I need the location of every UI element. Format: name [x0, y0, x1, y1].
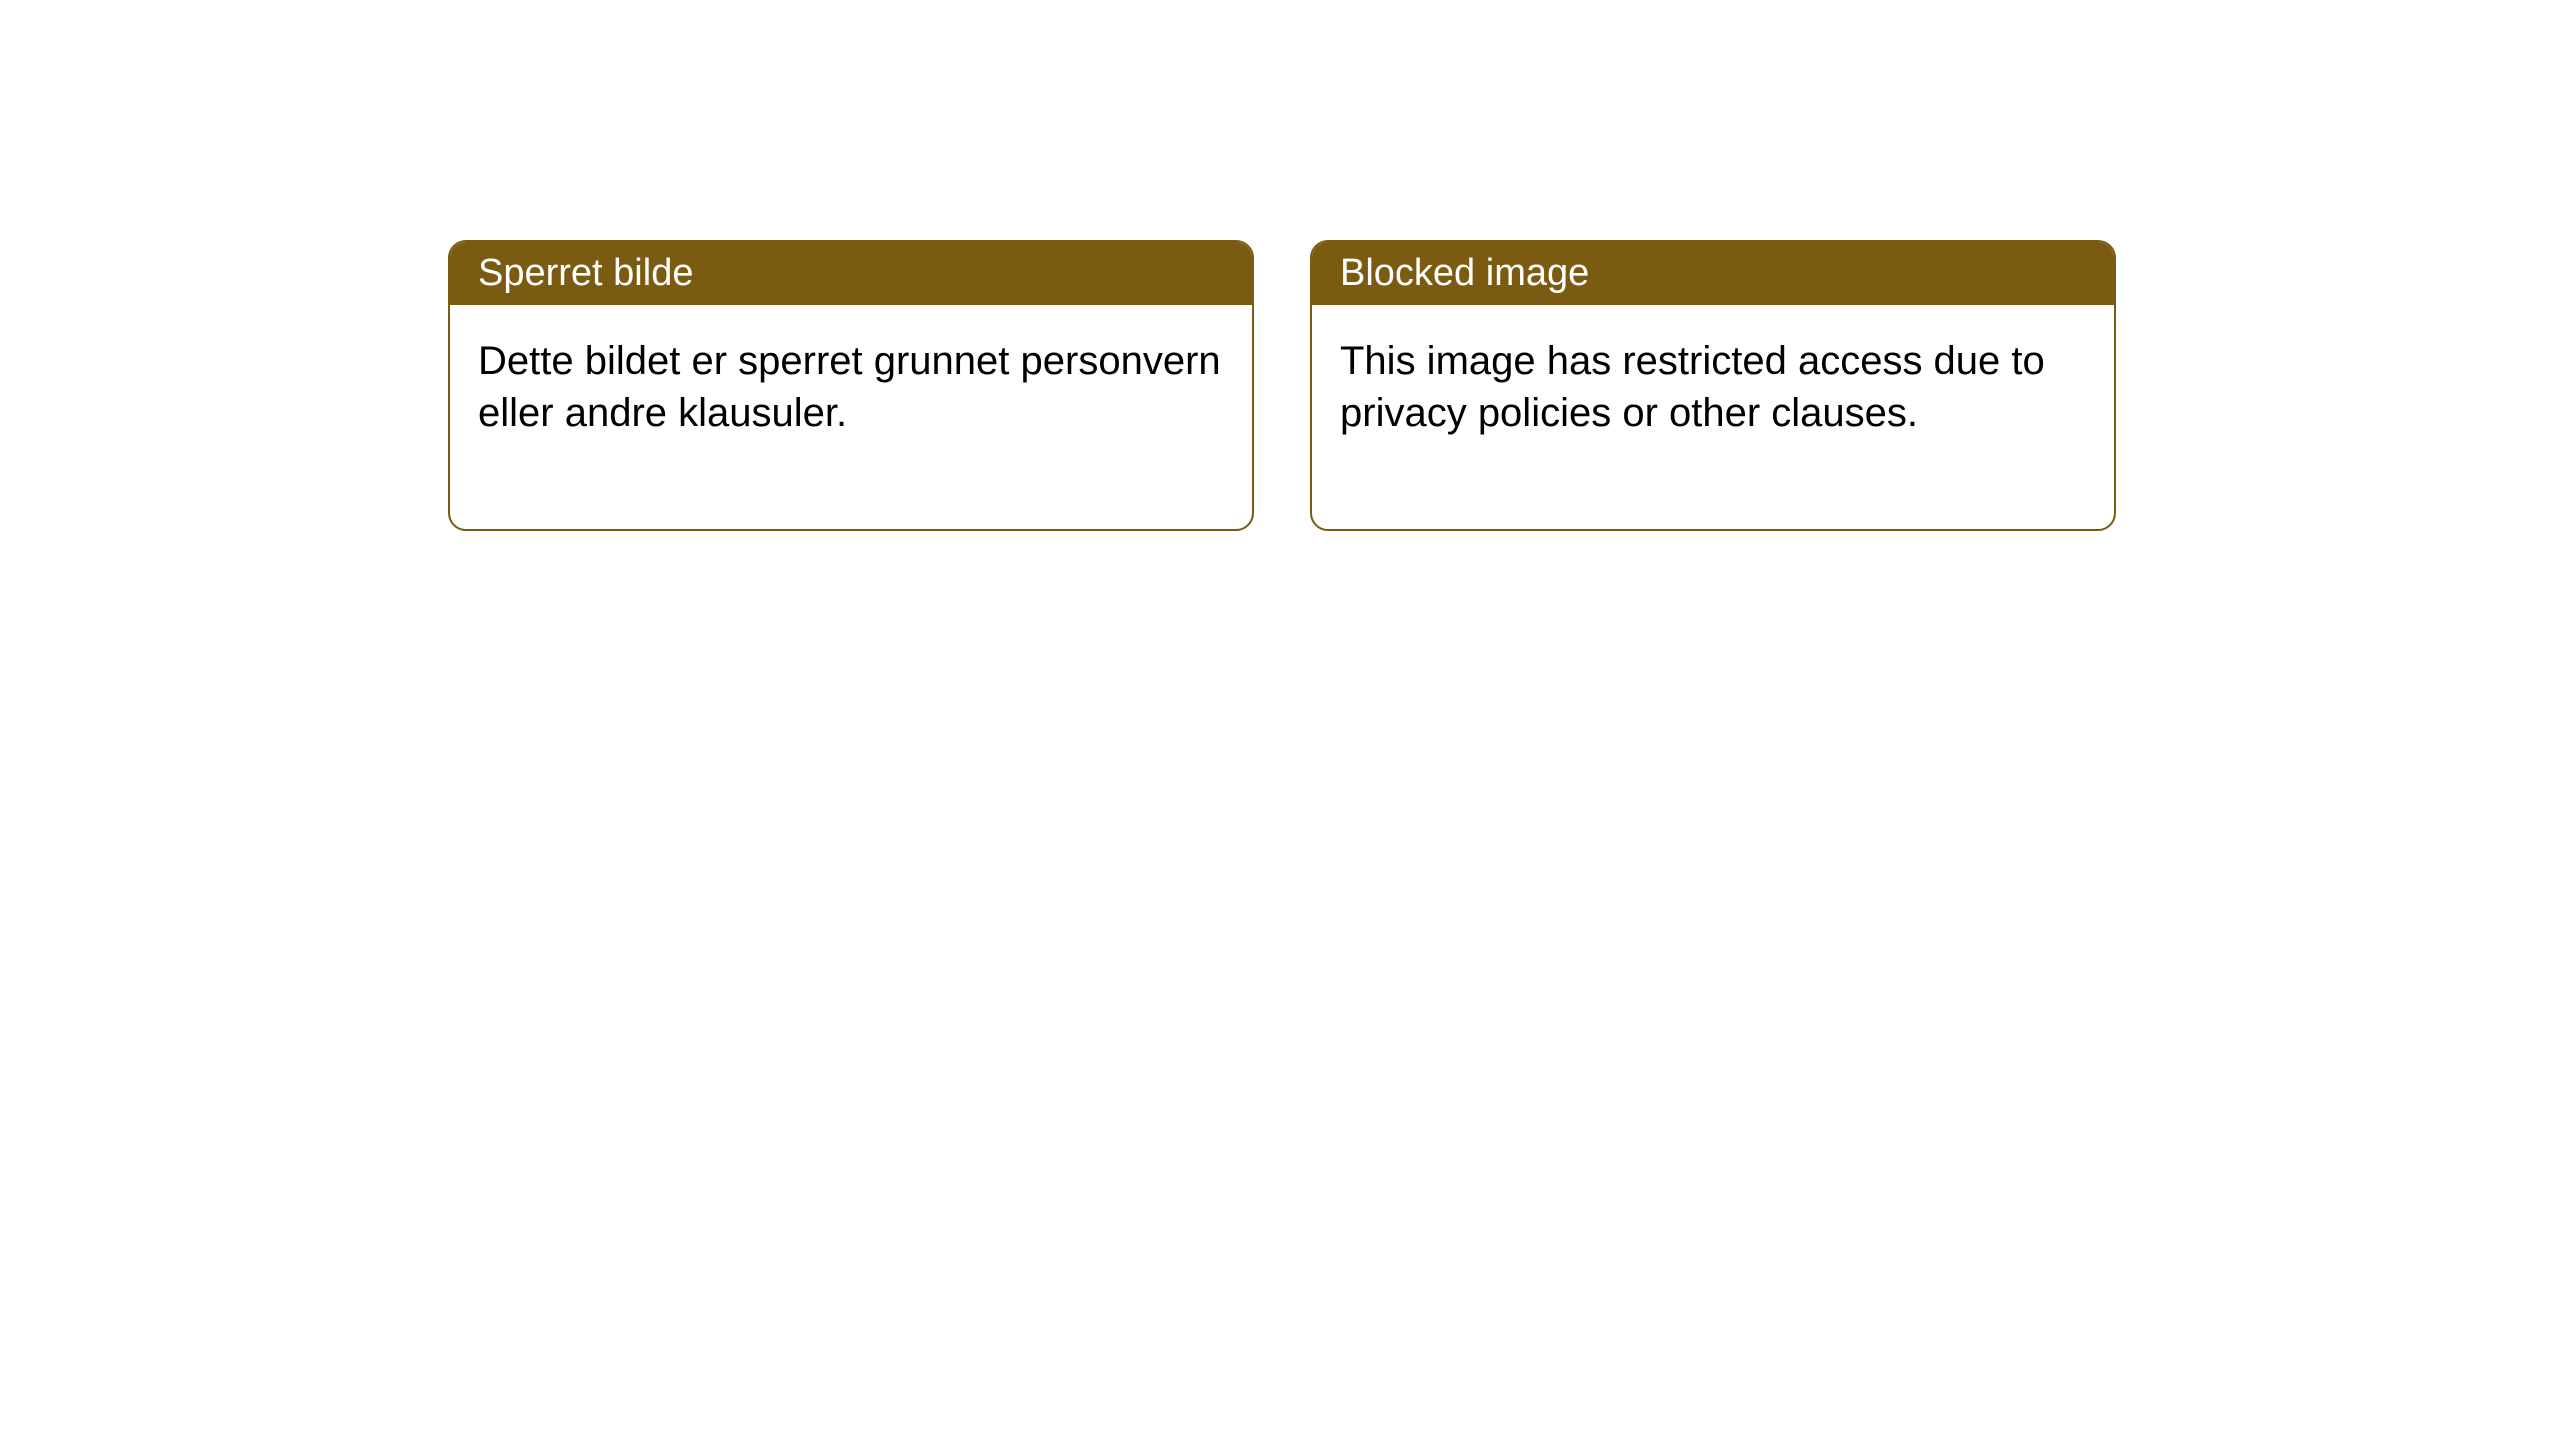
notice-card-english: Blocked image This image has restricted …	[1310, 240, 2116, 531]
notice-body-english: This image has restricted access due to …	[1312, 305, 2114, 529]
notice-container: Sperret bilde Dette bildet er sperret gr…	[0, 0, 2560, 531]
notice-header-norwegian: Sperret bilde	[450, 242, 1252, 305]
notice-card-norwegian: Sperret bilde Dette bildet er sperret gr…	[448, 240, 1254, 531]
notice-header-english: Blocked image	[1312, 242, 2114, 305]
notice-body-norwegian: Dette bildet er sperret grunnet personve…	[450, 305, 1252, 529]
